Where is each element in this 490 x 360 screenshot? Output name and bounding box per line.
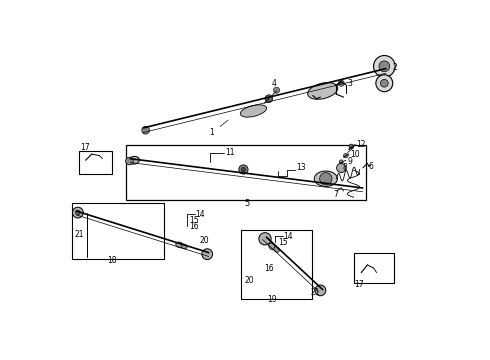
Text: 11: 11 [225, 148, 234, 157]
Bar [125, 145, 366, 200]
Text: 10: 10 [350, 149, 360, 158]
Text: 14: 14 [283, 232, 293, 241]
Circle shape [142, 126, 149, 134]
Circle shape [75, 210, 80, 215]
Text: 2: 2 [392, 63, 397, 72]
Circle shape [265, 95, 273, 103]
Text: 8: 8 [343, 163, 347, 172]
Circle shape [202, 249, 213, 260]
Circle shape [373, 55, 395, 77]
Ellipse shape [274, 247, 279, 252]
Text: 7: 7 [334, 190, 339, 199]
Text: 19: 19 [267, 295, 277, 304]
Circle shape [319, 172, 332, 185]
Ellipse shape [176, 242, 183, 248]
Text: 20: 20 [199, 236, 209, 245]
Text: 21: 21 [311, 288, 320, 297]
Circle shape [376, 75, 393, 92]
Text: 4: 4 [272, 79, 277, 88]
Text: 6: 6 [369, 162, 374, 171]
Ellipse shape [269, 243, 275, 250]
Ellipse shape [314, 171, 337, 186]
Circle shape [337, 163, 346, 172]
Circle shape [343, 153, 348, 158]
Bar [241, 230, 312, 299]
Text: 16: 16 [264, 264, 274, 273]
Circle shape [239, 165, 248, 174]
Circle shape [379, 61, 390, 72]
Text: 17: 17 [80, 143, 90, 152]
Text: 21: 21 [74, 230, 83, 239]
Text: 3: 3 [347, 79, 352, 88]
Circle shape [349, 144, 353, 149]
Circle shape [241, 167, 245, 172]
Text: 17: 17 [354, 280, 364, 289]
Circle shape [273, 87, 280, 93]
Ellipse shape [129, 156, 140, 164]
Bar [72, 203, 164, 259]
Circle shape [339, 160, 343, 164]
Bar [79, 151, 112, 174]
Bar [353, 253, 393, 283]
Ellipse shape [308, 82, 338, 99]
Circle shape [73, 207, 83, 218]
Text: 1: 1 [209, 128, 214, 137]
Ellipse shape [181, 244, 187, 249]
Text: 18: 18 [107, 256, 117, 265]
Text: 15: 15 [190, 216, 199, 225]
Circle shape [315, 285, 326, 296]
Text: 15: 15 [278, 238, 288, 247]
Circle shape [125, 157, 133, 165]
Circle shape [338, 80, 344, 86]
Text: 14: 14 [196, 210, 205, 219]
Text: 16: 16 [190, 222, 199, 231]
Text: 13: 13 [296, 163, 305, 172]
Text: 12: 12 [357, 140, 366, 149]
Text: 20: 20 [244, 276, 254, 285]
Circle shape [259, 233, 271, 245]
Text: 9: 9 [347, 157, 352, 166]
Ellipse shape [240, 105, 267, 117]
Circle shape [380, 80, 388, 87]
Text: 5: 5 [245, 199, 250, 208]
